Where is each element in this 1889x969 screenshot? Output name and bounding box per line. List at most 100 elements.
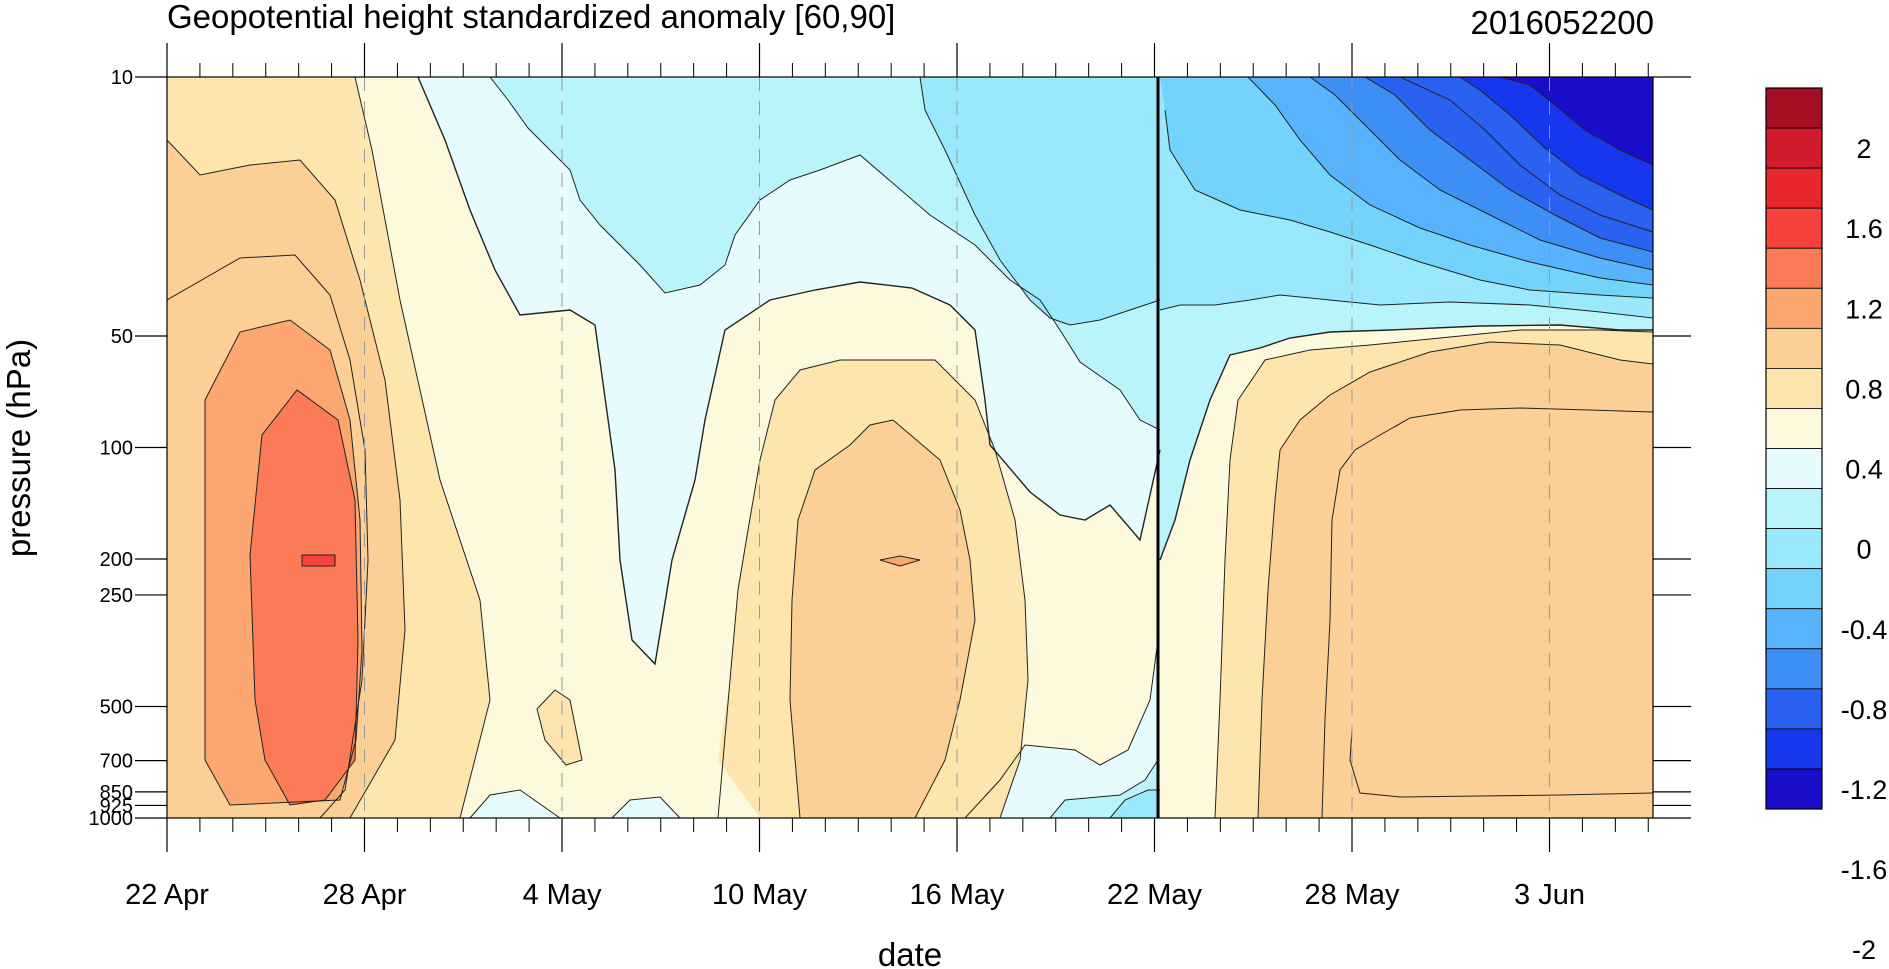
x-tick-label: 28 May <box>1304 879 1400 911</box>
contour-line <box>249 389 359 806</box>
colorbar-swatch <box>1765 207 1823 249</box>
contour-line <box>789 419 976 818</box>
contour-line <box>1214 329 1653 818</box>
contour-line <box>489 77 1161 431</box>
contour-line <box>1164 109 1653 299</box>
contour-line <box>469 789 561 818</box>
colorbar-swatch <box>1765 488 1823 530</box>
x-tick-label: 10 May <box>712 879 808 911</box>
contour-line <box>204 319 363 806</box>
y-tick-label: 100 <box>100 438 133 460</box>
x-axis-title: date <box>878 936 942 969</box>
colorbar-label: -0.8 <box>1841 695 1888 725</box>
colorbar-swatch <box>1765 728 1823 770</box>
colorbar-label: 1.2 <box>1845 294 1883 324</box>
contour-lines <box>167 77 1653 818</box>
contour-line <box>301 554 336 567</box>
x-tick-label: 28 Apr <box>323 879 407 911</box>
colorbar-swatch <box>1765 287 1823 329</box>
y-tick-label: 250 <box>100 585 133 607</box>
colorbar-swatch <box>1765 768 1823 810</box>
contour-line <box>717 359 1029 818</box>
fill-right-0.6 <box>1322 408 1653 818</box>
contour-line <box>1459 77 1653 211</box>
contour-line <box>1159 324 1653 561</box>
colorbar-label: -1.2 <box>1841 775 1888 805</box>
x-tick-label: 4 May <box>523 879 602 911</box>
contour-line <box>1049 759 1159 818</box>
y-tick-label: 850 <box>100 782 133 804</box>
fill-neg-surface-e <box>1110 790 1160 818</box>
colorbar-label: 0 <box>1856 535 1871 565</box>
contour-line <box>919 77 1161 326</box>
colorbar-label: 1.6 <box>1845 214 1883 244</box>
contour-line <box>964 639 1159 818</box>
y-tick-label: 500 <box>100 696 133 718</box>
colorbar-swatch <box>1765 247 1823 289</box>
contour-line <box>1399 77 1653 233</box>
colorbar-swatch <box>1765 568 1823 610</box>
colorbar-label: 2 <box>1856 134 1871 164</box>
y-axis-title: pressure (hPa) <box>0 339 37 557</box>
x-tick-label: 3 Jun <box>1514 879 1585 911</box>
x-tick-label: 16 May <box>909 879 1005 911</box>
contour-line <box>1364 77 1653 253</box>
colorbar-swatch <box>1765 87 1823 129</box>
contour-line <box>611 796 681 818</box>
colorbar-swatch <box>1765 608 1823 650</box>
colorbar-label: 0.4 <box>1845 455 1883 485</box>
fill-neg-surface-b <box>612 797 680 818</box>
contour-line <box>354 77 491 818</box>
fill-mid-small <box>537 690 582 765</box>
contour-line <box>1499 77 1653 166</box>
contour-line <box>167 254 369 818</box>
colorbar-label: 0.8 <box>1845 374 1883 404</box>
contour-line <box>1349 729 1653 798</box>
contour-line <box>1109 789 1160 818</box>
y-tick-label: 10 <box>111 67 133 89</box>
colorbar-swatch <box>1765 648 1823 690</box>
y-tick-label: 50 <box>111 326 133 348</box>
colorbar-swatch <box>1765 167 1823 209</box>
colorbar-swatch <box>1765 448 1823 489</box>
colorbar-swatch <box>1765 327 1823 369</box>
contour-fills <box>167 77 1653 818</box>
x-axis: 22 Apr 28 Apr 4 May 10 May 16 May 22 May 28 Ma… <box>125 43 1649 911</box>
contour-line <box>1257 341 1653 818</box>
y-tick-label: 1000 <box>89 808 134 830</box>
fill-left-1.2 <box>302 555 335 566</box>
y-tick-label: 925 <box>100 795 133 817</box>
colorbar-swatch <box>1765 408 1823 449</box>
contour-line <box>879 555 921 567</box>
contour-line <box>417 77 1161 666</box>
contour-line <box>1159 294 1653 319</box>
colorbar-label: -0.4 <box>1841 615 1888 645</box>
y-tick-label: 200 <box>100 549 133 571</box>
contour-line <box>1309 77 1653 271</box>
colorbar-swatch <box>1765 127 1823 169</box>
colorbar-swatch <box>1765 688 1823 730</box>
fill-neg-0.4 <box>920 77 1160 325</box>
fill-mid-0.6 <box>860 560 932 675</box>
chart-date-stamp: 2016052200 <box>1470 4 1654 41</box>
y-tick-label: 700 <box>100 751 133 773</box>
contour-line <box>1321 407 1653 818</box>
colorbar-label: -1.6 <box>1841 855 1888 885</box>
colorbar: 2 1.6 1.2 0.8 0.4 0 -0.4 -0.8 -1.2 -1.6 -2 <box>1765 87 1888 965</box>
contour-line <box>1247 77 1653 286</box>
date-gridlines <box>364 77 1550 818</box>
contour-line <box>536 689 583 766</box>
contour-line <box>167 139 406 818</box>
colorbar-label: -2 <box>1852 935 1876 965</box>
chart-title: Geopotential height standardized anomaly… <box>167 0 895 35</box>
colorbar-swatch <box>1765 367 1823 409</box>
fill-left-1.0 <box>250 390 358 805</box>
colorbar-frame <box>1765 87 1823 810</box>
fill-neg-surface-a <box>470 790 560 818</box>
fill-right-neg-2.0 <box>1525 77 1653 130</box>
x-tick-label: 22 May <box>1107 879 1203 911</box>
colorbar-swatch <box>1765 528 1823 570</box>
x-tick-label: 22 Apr <box>125 879 209 911</box>
